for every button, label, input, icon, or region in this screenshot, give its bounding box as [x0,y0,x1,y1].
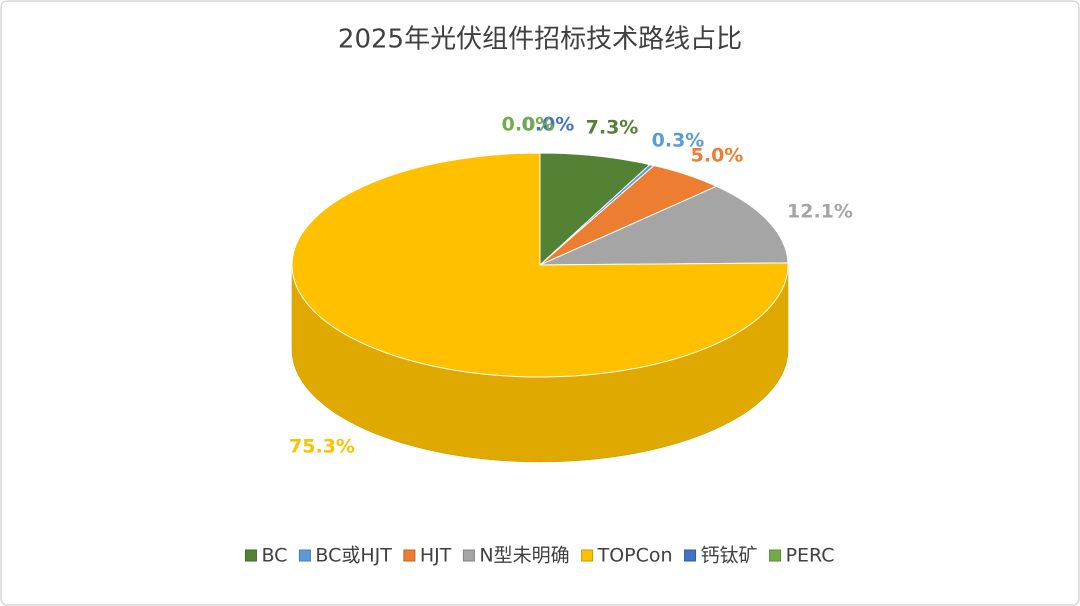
legend-swatch [769,549,782,562]
legend-label: BC或HJT [315,545,392,567]
legend-swatch [298,549,311,562]
data-label: 5.0% [691,145,744,167]
legend-swatch [581,549,594,562]
data-label: 0.0% [522,114,575,136]
data-label: 0.3% [652,130,705,152]
legend-swatch [244,549,257,562]
data-label: 12.1% [787,201,853,223]
pie-slice [539,185,789,266]
legend-label: N型未明确 [479,545,569,567]
legend-swatch [462,549,475,562]
legend-label: HJT [420,545,452,567]
pie-slice [539,152,651,267]
data-label: 0.0% [502,114,555,136]
data-label: 75.3% [289,436,355,458]
pie-tops [291,152,789,378]
chart-title: 2025年光伏组件招标技术路线占比 [338,25,742,55]
data-label: 7.3% [586,117,639,139]
legend-swatch [403,549,416,562]
legend-label: TOPCon [597,545,673,567]
legend-label: BC [261,545,287,567]
legend-label: PERC [786,545,835,567]
legend: BC BC或HJT HJT N型未明确 TOPCon 钙钛矿 PERC [244,545,835,567]
legend-label: 钙钛矿 [701,545,758,567]
legend-swatch [684,549,697,562]
